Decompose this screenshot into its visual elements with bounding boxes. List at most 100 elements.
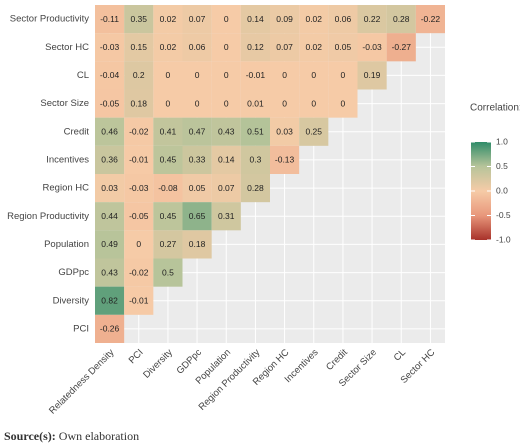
cell	[240, 89, 270, 118]
cell	[270, 33, 300, 62]
cell	[182, 145, 212, 174]
cell-label: 0.82	[101, 296, 118, 306]
cell-label: 0.2	[133, 70, 145, 80]
colorbar-tick-label: -0.5	[496, 210, 511, 220]
cell	[299, 5, 329, 34]
cell	[124, 61, 154, 90]
cell	[182, 117, 212, 146]
cell-label: 0.28	[393, 14, 410, 24]
colorbar-tick-label: 1.0	[496, 136, 508, 146]
cell	[124, 258, 154, 287]
cell	[95, 61, 125, 90]
cell-label: 0.51	[247, 127, 264, 137]
source-text: Own elaboration	[59, 429, 139, 443]
y-tick-label: PCI	[73, 323, 89, 334]
cell	[328, 89, 358, 118]
cell	[95, 286, 125, 315]
cell-label: 0	[311, 98, 316, 108]
cell-label: 0.3	[250, 155, 262, 165]
cell	[211, 5, 241, 34]
cell	[240, 145, 270, 174]
cell	[95, 314, 125, 343]
cell	[182, 89, 212, 118]
cell-label: 0	[136, 239, 141, 249]
cell-label: 0	[224, 14, 229, 24]
cell	[153, 89, 183, 118]
cell-label: 0.09	[276, 14, 293, 24]
cell	[211, 174, 241, 203]
cell	[182, 202, 212, 231]
cell	[211, 61, 241, 90]
colorbar-tick-label: 0.5	[496, 161, 508, 171]
cell	[95, 33, 125, 62]
cell-label: -0.13	[275, 155, 295, 165]
cell	[357, 33, 387, 62]
cell-label: -0.01	[129, 155, 149, 165]
cell	[95, 117, 125, 146]
cell	[95, 89, 125, 118]
cell	[240, 5, 270, 34]
cell	[211, 33, 241, 62]
cell	[95, 230, 125, 259]
source-label: Source(s):	[4, 429, 56, 443]
x-tick-label: CL	[392, 347, 408, 363]
cell-label: 0.41	[160, 127, 177, 137]
x-tick-label: Relatedness Density	[47, 347, 117, 417]
x-tick-label: Diversity	[141, 347, 175, 381]
cell	[386, 33, 416, 62]
cell	[270, 61, 300, 90]
cell-label: -0.01	[129, 296, 149, 306]
cell	[124, 89, 154, 118]
y-tick-label: Population	[44, 239, 89, 250]
cell-label: 0.12	[247, 42, 264, 52]
cell-label: 0.06	[335, 14, 352, 24]
cell-label: 0.27	[160, 239, 177, 249]
cell-label: -0.03	[100, 42, 120, 52]
cell	[299, 61, 329, 90]
cell	[124, 117, 154, 146]
y-tick-label: Diversity	[53, 295, 90, 306]
colorbar-tick-label: -1.0	[496, 234, 511, 244]
cell-label: 0.19	[364, 70, 381, 80]
cell-label: 0.06	[189, 42, 206, 52]
cell	[211, 145, 241, 174]
cell-label: 0	[224, 98, 229, 108]
cell	[270, 89, 300, 118]
y-tick-label: CL	[77, 70, 89, 81]
colorbar-tick-label: 0.0	[496, 185, 508, 195]
cell-label: 0	[282, 70, 287, 80]
cell	[124, 230, 154, 259]
cell	[299, 117, 329, 146]
cell-label: 0.02	[305, 42, 322, 52]
cell-label: 0.25	[305, 127, 322, 137]
cell	[153, 61, 183, 90]
cell	[153, 117, 183, 146]
cell-label: -0.22	[421, 14, 441, 24]
cell-label: 0.5	[162, 267, 174, 277]
y-tick-label: Incentives	[46, 154, 89, 165]
cell-label: 0.05	[189, 183, 206, 193]
cell-label: -0.04	[100, 70, 120, 80]
cell-label: -0.03	[362, 42, 382, 52]
cell-label: 0.45	[160, 155, 177, 165]
cell	[328, 33, 358, 62]
cell	[153, 202, 183, 231]
cell	[153, 145, 183, 174]
cell-label: 0.02	[160, 42, 177, 52]
cell-label: 0	[195, 70, 200, 80]
cell	[95, 145, 125, 174]
x-tick-label: PCI	[127, 347, 146, 366]
cell	[124, 174, 154, 203]
cell-label: 0.44	[101, 211, 118, 221]
source: Source(s): Own elaboration	[4, 429, 139, 443]
cell	[240, 61, 270, 90]
cell	[95, 5, 125, 34]
cell-label: 0.49	[101, 239, 118, 249]
cell-label: 0	[311, 70, 316, 80]
cell-label: 0.28	[247, 183, 264, 193]
cell	[386, 5, 416, 34]
cell-label: 0.07	[218, 183, 235, 193]
cell-label: 0.05	[335, 42, 352, 52]
y-tick-label: Credit	[64, 126, 90, 137]
cell	[240, 174, 270, 203]
